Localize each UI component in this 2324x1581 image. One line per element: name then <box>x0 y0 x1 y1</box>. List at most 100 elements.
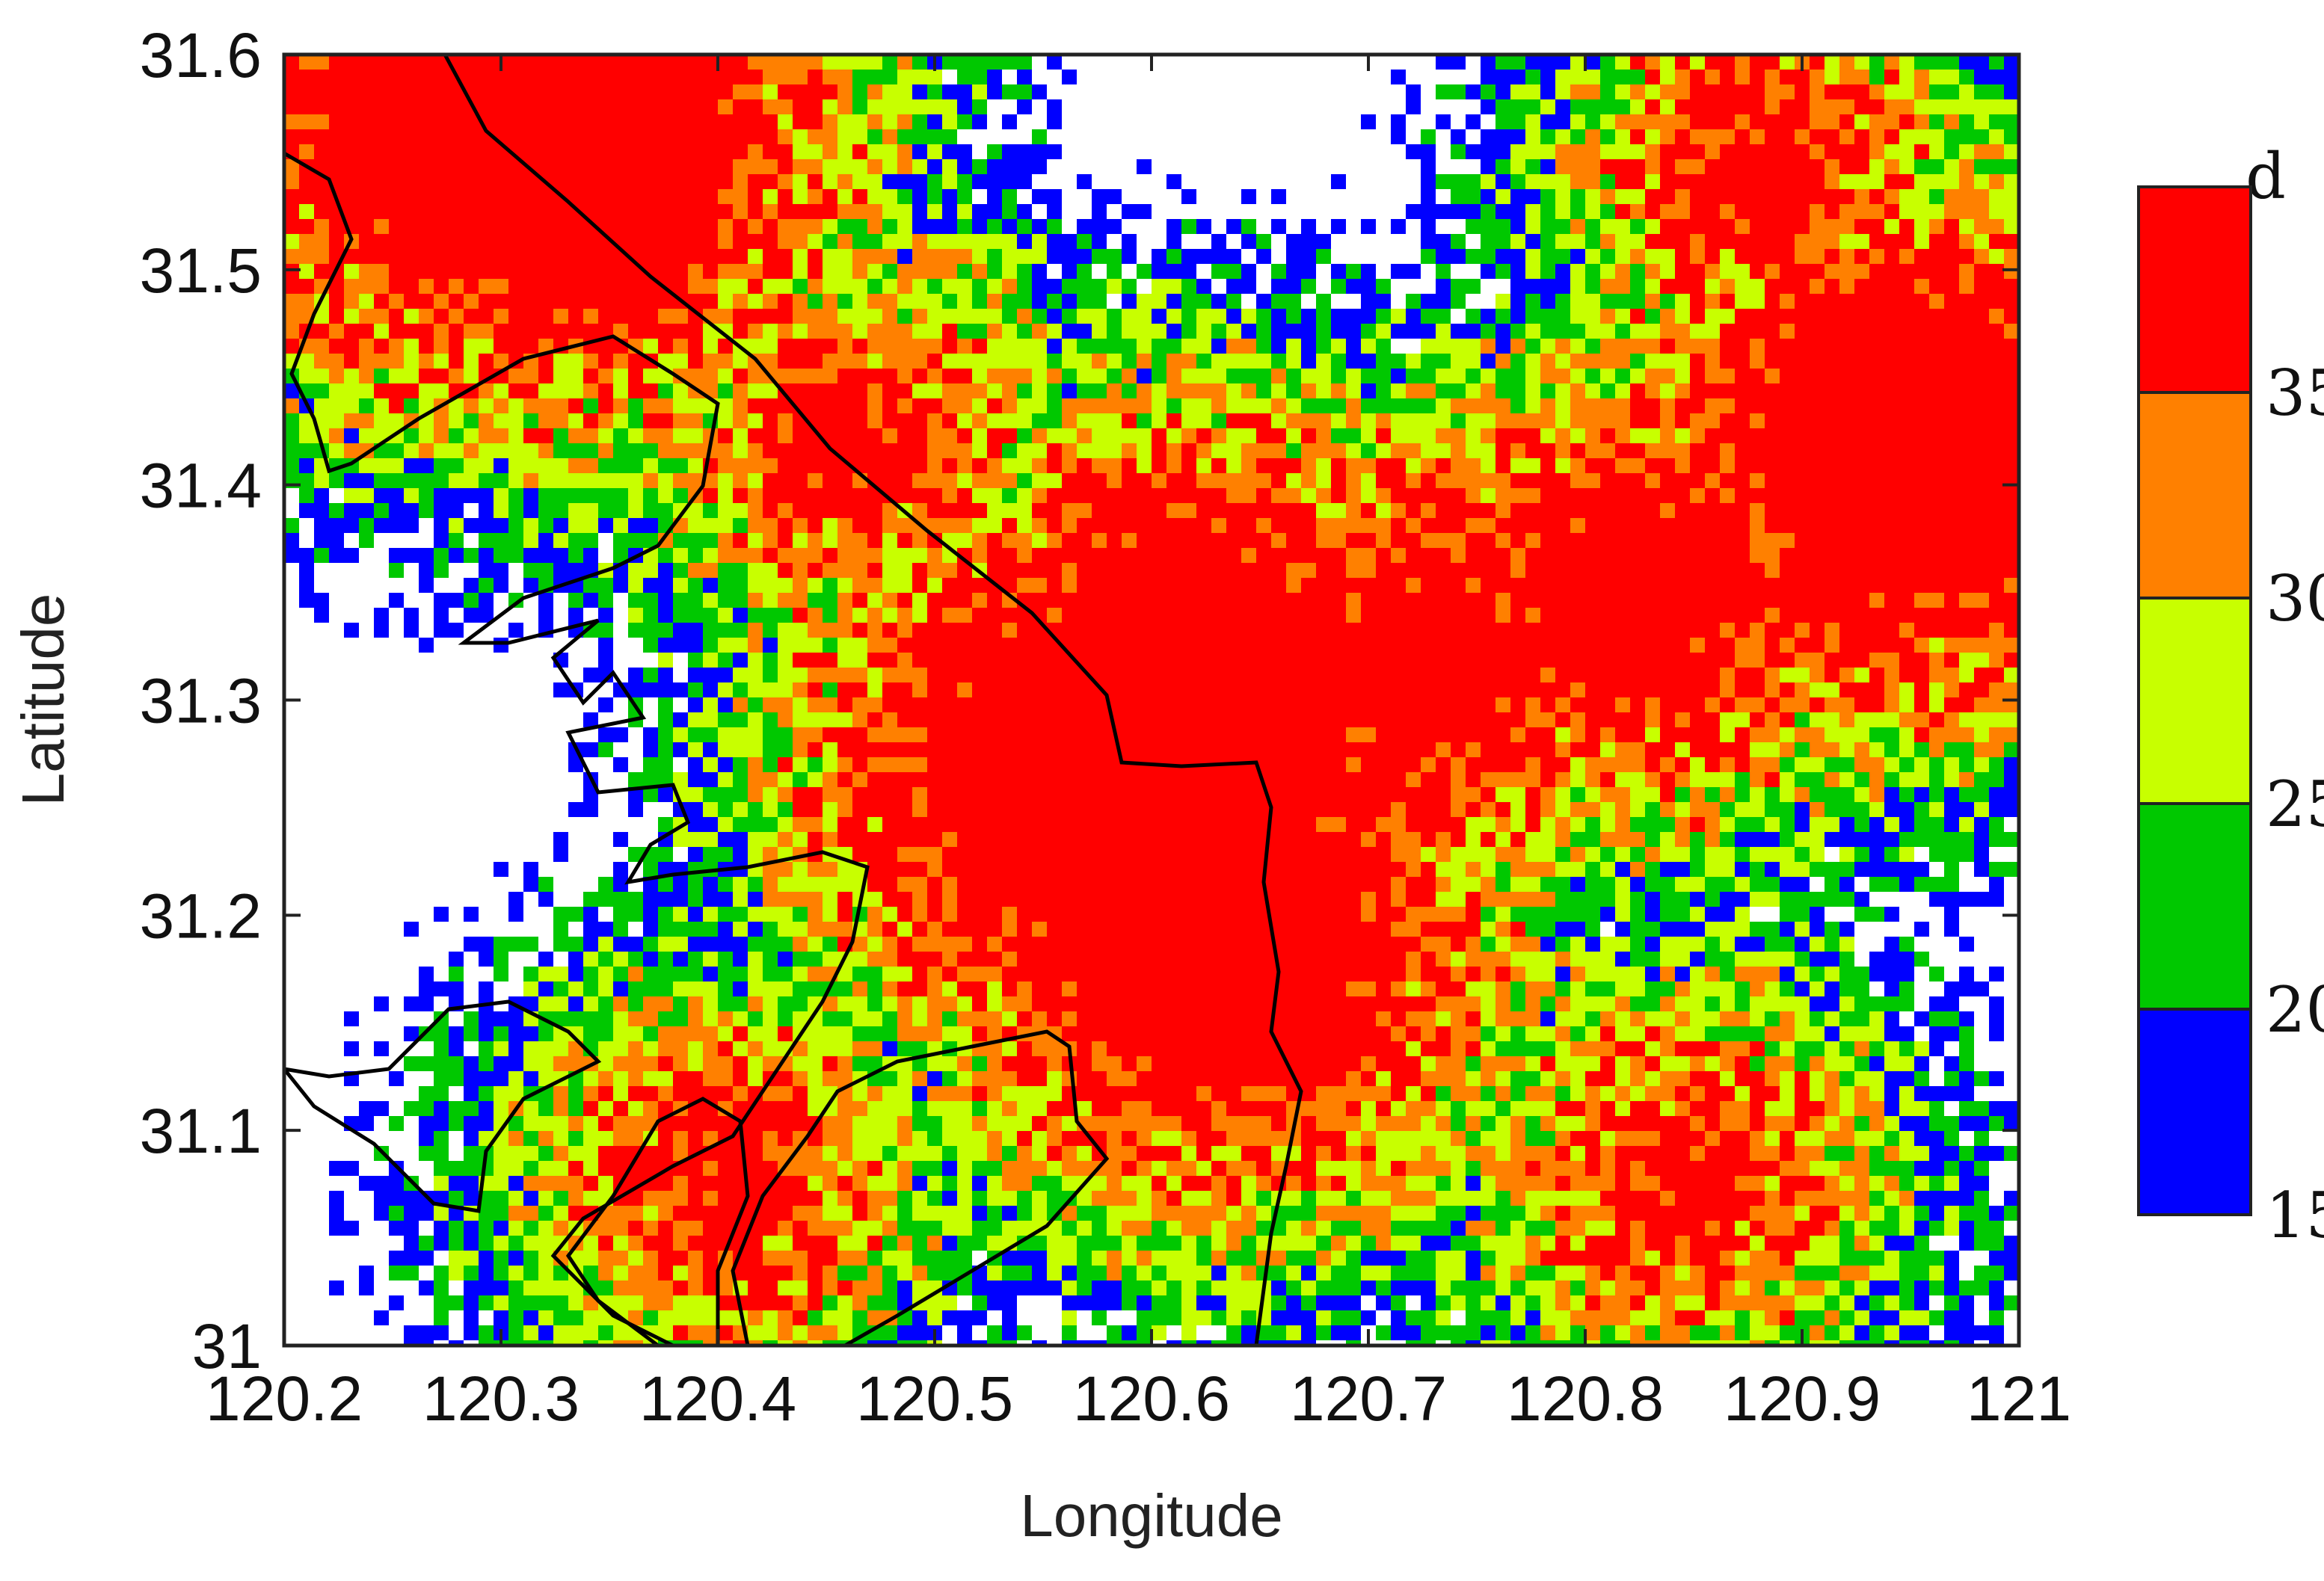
heatmap-cell <box>329 324 344 339</box>
heatmap-cell <box>1166 697 1181 712</box>
heatmap-cell <box>1271 608 1286 623</box>
heatmap-cell <box>583 578 598 593</box>
heatmap-cell <box>1854 398 1869 413</box>
heatmap-cell <box>1436 548 1451 563</box>
heatmap-cell <box>763 668 778 682</box>
heatmap-cell <box>1615 578 1630 593</box>
heatmap-cell <box>912 488 927 503</box>
heatmap-cell <box>628 772 643 787</box>
heatmap-cell <box>763 234 778 249</box>
heatmap-cell <box>1301 443 1316 458</box>
heatmap-cell <box>1660 324 1675 339</box>
heatmap-cell <box>1720 727 1735 742</box>
heatmap-cell <box>1615 279 1630 294</box>
heatmap-cell <box>1301 249 1316 264</box>
heatmap-cell <box>1137 309 1152 324</box>
heatmap-cell <box>389 159 404 174</box>
heatmap-cell <box>1615 99 1630 114</box>
heatmap-cell <box>434 369 449 383</box>
heatmap-cell <box>1376 682 1391 697</box>
heatmap-cell <box>1929 623 1944 638</box>
heatmap-cell <box>1630 189 1645 204</box>
heatmap-cell <box>1854 279 1869 294</box>
heatmap-cell <box>479 174 494 189</box>
heatmap-cell <box>1765 593 1780 608</box>
heatmap-cell <box>583 99 598 114</box>
heatmap-cell <box>1660 428 1675 443</box>
heatmap-cell <box>1869 473 1884 488</box>
heatmap-cell <box>508 219 523 234</box>
heatmap-cell <box>703 653 718 668</box>
heatmap-cell <box>329 144 344 159</box>
heatmap-cell <box>763 70 778 84</box>
heatmap-cell <box>748 339 763 354</box>
heatmap-cell <box>733 548 748 563</box>
heatmap-cell <box>1765 518 1780 533</box>
heatmap-cell <box>1795 324 1810 339</box>
heatmap-cell <box>1241 443 1256 458</box>
heatmap-cell <box>1481 219 1495 234</box>
heatmap-cell <box>1137 697 1152 712</box>
heatmap-cell <box>1032 488 1047 503</box>
heatmap-cell <box>688 712 703 727</box>
heatmap-cell <box>1914 578 1929 593</box>
heatmap-cell <box>1780 533 1795 548</box>
heatmap-cell <box>867 757 882 772</box>
heatmap-cell <box>314 159 329 174</box>
heatmap-cell <box>1540 518 1555 533</box>
heatmap-cell <box>1884 174 1899 189</box>
heatmap-cell <box>1436 563 1451 578</box>
heatmap-cell <box>837 144 852 159</box>
heatmap-cell <box>1316 548 1331 563</box>
heatmap-cell <box>568 458 583 473</box>
heatmap-cell <box>1750 189 1765 204</box>
heatmap-cell <box>643 129 658 144</box>
heatmap-cell <box>1989 473 2004 488</box>
heatmap-cell <box>1615 638 1630 653</box>
heatmap-cell <box>1675 55 1690 70</box>
heatmap-cell <box>1989 413 2004 428</box>
heatmap-cell <box>1705 518 1720 533</box>
heatmap-cell <box>1750 309 1765 324</box>
heatmap-cell <box>1346 668 1361 682</box>
heatmap-cell <box>1241 638 1256 653</box>
heatmap-cell <box>284 398 299 413</box>
heatmap-cell <box>1974 727 1989 742</box>
heatmap-cell <box>1122 682 1137 697</box>
heatmap-cell <box>1645 354 1660 369</box>
heatmap-cell <box>374 354 389 369</box>
heatmap-cell <box>942 174 957 189</box>
heatmap-cell <box>1361 458 1376 473</box>
heatmap-cell <box>987 309 1002 324</box>
heatmap-cell <box>852 129 867 144</box>
heatmap-cell <box>927 608 942 623</box>
heatmap-cell <box>1421 458 1436 473</box>
heatmap-cell <box>1585 219 1600 234</box>
heatmap-cell <box>808 339 823 354</box>
heatmap-cell <box>299 144 314 159</box>
heatmap-cell <box>1495 443 1510 458</box>
heatmap-cell <box>643 443 658 458</box>
heatmap-cell <box>538 488 553 503</box>
heatmap-cell <box>852 324 867 339</box>
heatmap-cell <box>1884 189 1899 204</box>
heatmap-cell <box>434 204 449 219</box>
heatmap-cell <box>1181 518 1196 533</box>
heatmap-cell <box>1795 668 1810 682</box>
heatmap-cell <box>2004 413 2019 428</box>
heatmap-cell <box>987 757 1002 772</box>
heatmap-cell <box>1690 428 1705 443</box>
heatmap-cell <box>1002 189 1017 204</box>
heatmap-cell <box>1196 712 1211 727</box>
heatmap-cell <box>553 234 568 249</box>
heatmap-cell <box>1660 55 1675 70</box>
heatmap-cell <box>867 99 882 114</box>
heatmap-cell <box>1226 563 1241 578</box>
heatmap-cell <box>643 383 658 398</box>
heatmap-cell <box>344 204 359 219</box>
heatmap-cell <box>374 249 389 264</box>
heatmap-cell <box>1630 578 1645 593</box>
heatmap-cell <box>1226 533 1241 548</box>
heatmap-cell <box>1181 339 1196 354</box>
heatmap-cell <box>897 757 912 772</box>
